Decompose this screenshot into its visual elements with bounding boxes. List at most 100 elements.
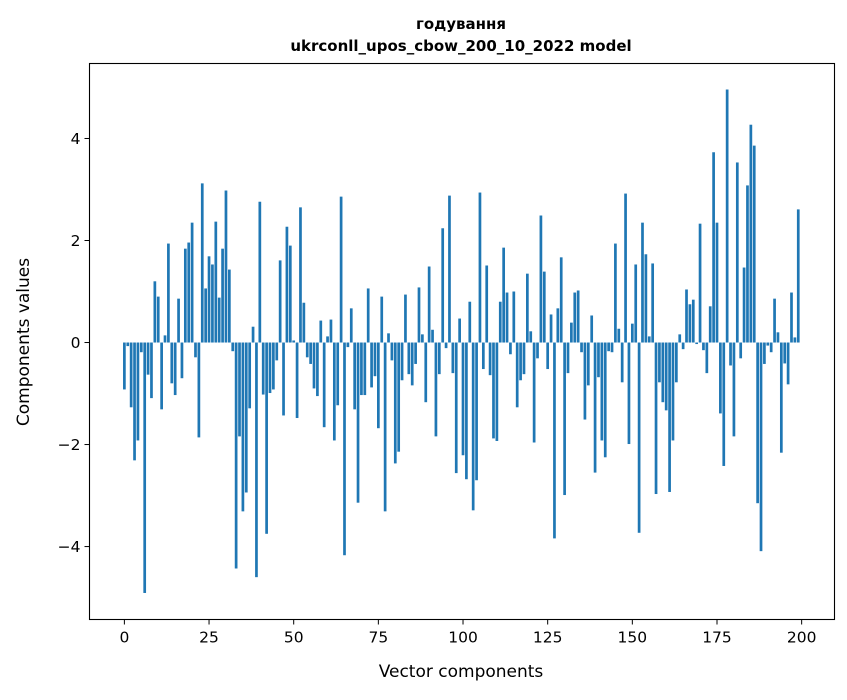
x-tick-label: 75: [368, 629, 388, 647]
bar-46: [278, 260, 282, 343]
bar-81: [397, 342, 401, 452]
bar-155: [647, 336, 651, 343]
bar-93: [437, 342, 441, 375]
bar-27: [214, 221, 218, 343]
bar-34: [238, 342, 241, 437]
bar-167: [688, 304, 692, 343]
bar-108: [488, 342, 492, 376]
bar-177: [722, 342, 726, 466]
bar-74: [373, 342, 377, 377]
bar-197: [790, 292, 793, 343]
bar-60: [326, 336, 329, 343]
bar-42: [265, 342, 268, 534]
bar-5: [139, 342, 143, 353]
bar-109: [492, 342, 495, 439]
bar-146: [617, 328, 621, 343]
bar-124: [542, 271, 546, 343]
bar-4: [136, 342, 140, 441]
bar-63: [336, 342, 340, 406]
y-tick-label: −4: [58, 538, 81, 556]
bar-19: [187, 242, 191, 343]
bar-96: [448, 195, 451, 343]
bar-192: [773, 298, 776, 343]
bar-94: [441, 228, 445, 343]
bar-97: [451, 342, 455, 374]
bar-171: [702, 342, 705, 351]
bar-16: [177, 298, 180, 343]
bar-148: [624, 193, 627, 343]
bar-41: [261, 342, 265, 395]
bar-72: [366, 288, 370, 343]
bar-53: [302, 302, 306, 343]
bar-20: [190, 222, 194, 343]
bar-147: [620, 342, 624, 383]
bar-126: [549, 314, 553, 343]
bar-110: [495, 342, 499, 441]
bar-39: [255, 342, 258, 578]
bar-198: [793, 337, 797, 343]
bar-99: [458, 318, 461, 343]
bar-199: [796, 209, 800, 343]
bar-183: [742, 267, 746, 343]
bar-12: [163, 335, 167, 343]
bar-83: [404, 294, 407, 343]
bar-11: [160, 342, 163, 410]
bar-131: [566, 342, 570, 374]
y-tick-label: 4: [71, 130, 81, 148]
bar-10: [156, 296, 160, 343]
bar-172: [705, 342, 709, 374]
bar-6: [143, 342, 147, 593]
bar-3: [133, 342, 136, 461]
chart-subtitle: ukrconll_upos_cbow_200_10_2022 model: [290, 37, 631, 55]
bar-168: [691, 299, 695, 343]
bar-70: [360, 342, 363, 396]
bar-184: [746, 185, 749, 343]
bar-89: [424, 342, 428, 403]
x-axis: 0 25 50 75 100 125 150 175 200: [119, 619, 816, 647]
bar-67: [349, 308, 353, 343]
x-tick-label: 25: [199, 629, 219, 647]
bar-61: [329, 319, 333, 343]
bar-112: [502, 247, 506, 343]
bar-73: [370, 342, 373, 388]
bar-90: [427, 266, 431, 343]
bar-7: [146, 342, 150, 375]
bar-189: [763, 342, 766, 364]
bar-29: [221, 248, 224, 343]
bar-47: [282, 342, 285, 416]
bar-71: [363, 342, 367, 396]
bar-82: [400, 342, 404, 381]
bar-80: [393, 342, 397, 464]
bar-139: [593, 342, 597, 473]
x-tick-label: 0: [119, 629, 129, 647]
bar-191: [769, 342, 773, 353]
bar-92: [434, 342, 438, 437]
bar-105: [478, 192, 482, 343]
bar-175: [715, 222, 719, 343]
bar-176: [719, 342, 722, 414]
bar-59: [322, 342, 326, 428]
bar-69: [356, 342, 360, 503]
bar-106: [481, 342, 485, 370]
bar-45: [275, 342, 279, 361]
bar-65: [343, 342, 346, 556]
bar-136: [583, 342, 587, 420]
bar-178: [725, 89, 729, 343]
bar-186: [752, 145, 756, 343]
bar-33: [234, 342, 238, 569]
bars: [123, 89, 800, 593]
bar-78: [387, 333, 390, 343]
bar-119: [526, 273, 529, 343]
bar-104: [475, 342, 478, 481]
bar-166: [685, 289, 688, 343]
bar-165: [681, 342, 685, 350]
chart-title: годування: [416, 15, 506, 33]
bar-122: [536, 342, 539, 359]
bar-2: [129, 342, 133, 408]
bar-13: [167, 243, 170, 343]
bar-113: [505, 292, 509, 343]
x-tick-label: 125: [533, 629, 563, 647]
bar-32: [231, 342, 235, 352]
bar-54: [305, 342, 309, 358]
bar-23: [200, 183, 204, 343]
